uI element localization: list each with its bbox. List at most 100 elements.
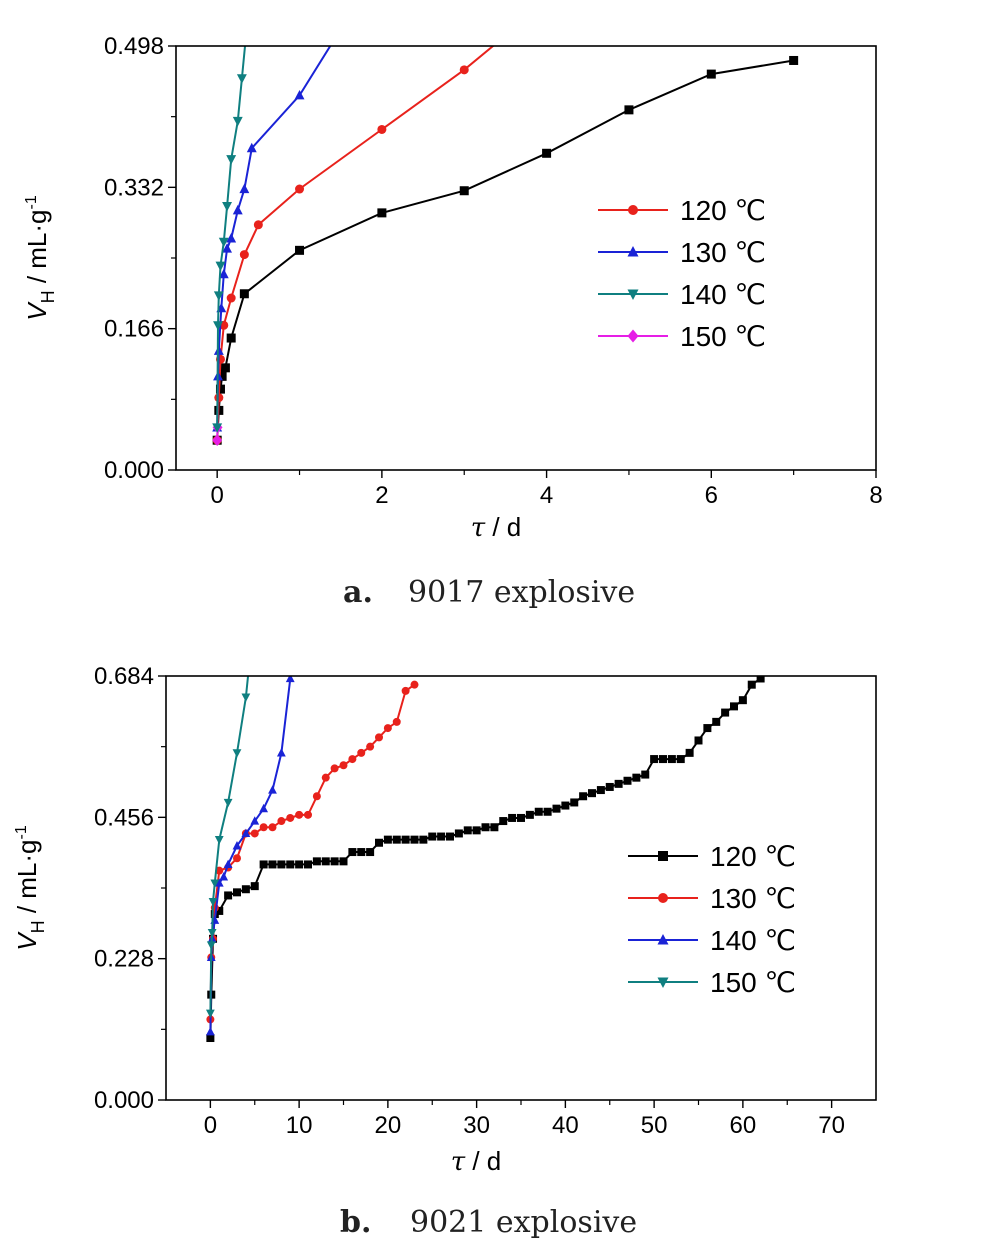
chart-b-series-1-point — [277, 817, 286, 826]
chart-b-series-2-point — [268, 785, 277, 794]
chart-a-legend-marker — [627, 246, 639, 257]
chart-a-ylabel: VH / mL·g-1 — [22, 195, 58, 321]
chart-b-series-0-point — [463, 826, 472, 835]
chart-a-ytick-label: 0.332 — [104, 174, 164, 201]
chart-a-series-2-point — [294, 89, 305, 100]
chart-b-series-2-point — [285, 676, 295, 683]
chart-b-series-0-point — [250, 882, 259, 891]
chart-b-series-2-point — [241, 828, 251, 838]
caption-b-text: 9021 explosive — [410, 1205, 637, 1240]
chart-a-legend-marker — [628, 205, 638, 215]
chart-b-series-0-point — [650, 755, 659, 764]
chart-b-series-2-point — [223, 859, 233, 869]
chart-b-series-1-point — [357, 748, 366, 757]
chart-b-series-1-point — [339, 761, 348, 770]
chart-a-series-4-point — [213, 291, 224, 301]
chart-b-series-0-point — [321, 857, 330, 866]
chart-b-series-0-point — [410, 835, 419, 844]
chart-b-series-1-point — [410, 680, 419, 689]
chart-b-legend-marker — [658, 893, 668, 903]
chart-b-series-0-point — [392, 835, 401, 844]
chart-b-series-0-point — [588, 789, 596, 798]
chart-a-xtick-label: 0 — [210, 482, 223, 509]
chart-a-series-1-point — [295, 184, 305, 194]
chart-b-series-0-point — [241, 885, 250, 894]
chart-a-series-2-point — [218, 268, 229, 279]
chart-a-series-4-point — [213, 321, 223, 331]
chart-a-series-1-line — [216, 46, 495, 441]
chart-a-legend-label: 140 ℃ — [680, 279, 766, 310]
chart-b-series-0-point — [366, 848, 375, 857]
chart-b-legend-entry: 150 ℃ — [628, 967, 796, 998]
chart-a-ytick-label: 0.498 — [104, 33, 164, 60]
chart-b-series-1-point — [383, 724, 392, 733]
chart-b-series-0-point — [215, 906, 224, 915]
chart-b-series-0-point — [277, 860, 286, 869]
caption-a-letter: a. — [343, 575, 373, 610]
chart-a-series-4-point — [215, 261, 226, 272]
chart-a-xlabel: τ / d — [471, 512, 522, 543]
chart-a-legend-label: 150 ℃ — [680, 321, 766, 352]
chart-b-series-0-point — [570, 798, 579, 807]
chart-b-series-1-point — [295, 810, 304, 819]
chart-b-series-0-point — [490, 823, 499, 832]
chart-b-series-3-point — [208, 898, 218, 907]
chart-a-series-0-point — [706, 69, 716, 79]
chart-a-series-0-point — [239, 289, 249, 299]
chart-b-series-0-point — [454, 829, 463, 838]
chart-b-series-0-point — [472, 826, 481, 835]
chart-a-series-2-line — [216, 46, 332, 428]
chart-b-legend-entry: 120 ℃ — [628, 841, 796, 872]
chart-a-series-4-line — [216, 46, 247, 428]
chart-b-series-3-point — [206, 941, 216, 950]
chart-a: 0 2 4 6 8 0.000 0.166 0.332 0.498 τ / d VH / mL·g-… — [22, 33, 883, 543]
chart-b-series-1-point — [366, 742, 375, 751]
chart-b-series-0-point — [659, 755, 667, 764]
chart-b-series-0-point — [579, 792, 588, 801]
chart-b-series-0-point — [375, 838, 383, 847]
chart-a-series-2-point — [239, 183, 250, 194]
chart-a-series-4-point — [218, 237, 229, 248]
chart-a-series-2-point — [246, 142, 257, 153]
chart-a-series-1-point — [226, 293, 236, 303]
chart-a-legend-marker — [627, 289, 639, 300]
chart-b-series-2-point — [276, 748, 286, 757]
chart-b-legend-entry: 140 ℃ — [628, 925, 796, 956]
chart-b-series-0-point — [517, 813, 525, 822]
chart-b-series-2-line — [209, 676, 292, 1032]
chart-b-series-0-point — [268, 860, 277, 869]
chart-b-series-0-point — [206, 1034, 215, 1043]
chart-a-series-0-point — [624, 105, 634, 115]
chart-b-legend-marker — [658, 851, 668, 861]
chart-b-series-0-point — [543, 807, 552, 816]
chart-a-series-2 — [212, 46, 332, 432]
chart-b-series-0-line — [209, 677, 762, 1039]
chart-a-series-0-point — [220, 363, 230, 373]
chart-b-xtick-label: 20 — [375, 1112, 402, 1139]
chart-b-series-0-point — [446, 832, 454, 841]
chart-a-series-2-point — [213, 345, 224, 355]
chart-b-series-0-point — [721, 708, 730, 717]
chart-a-xtick-label: 2 — [375, 482, 388, 509]
chart-a-ytick-label: 0.000 — [104, 457, 164, 484]
chart-b-series-1-line — [209, 683, 416, 1020]
chart-a-legend-entry: 150 ℃ — [598, 321, 766, 352]
chart-b-legend-marker — [657, 934, 669, 945]
chart-b-series-3-point — [207, 929, 217, 938]
chart-b-series-0-point — [641, 770, 650, 779]
chart-a-series-0-point — [459, 186, 469, 196]
chart-b-xtick-label: 10 — [286, 1112, 313, 1139]
chart-b-series-0-point — [339, 857, 348, 866]
chart-b-ytick-label: 0.000 — [94, 1087, 154, 1114]
chart-b-ytick-label: 0.456 — [94, 804, 154, 831]
chart-b-series-2-point — [290, 649, 299, 657]
chart-b-series-0-point — [525, 810, 534, 819]
chart-a-legend-entry: 140 ℃ — [598, 279, 766, 310]
chart-b-xtick-label: 0 — [204, 1112, 217, 1139]
chart-b-series-1-point — [268, 823, 277, 832]
chart-a-series-1-point — [214, 393, 224, 403]
chart-a-legend-entry: 120 ℃ — [598, 195, 766, 226]
chart-b-series-0-point — [605, 782, 614, 791]
chart-b-series-1-point — [401, 686, 410, 695]
